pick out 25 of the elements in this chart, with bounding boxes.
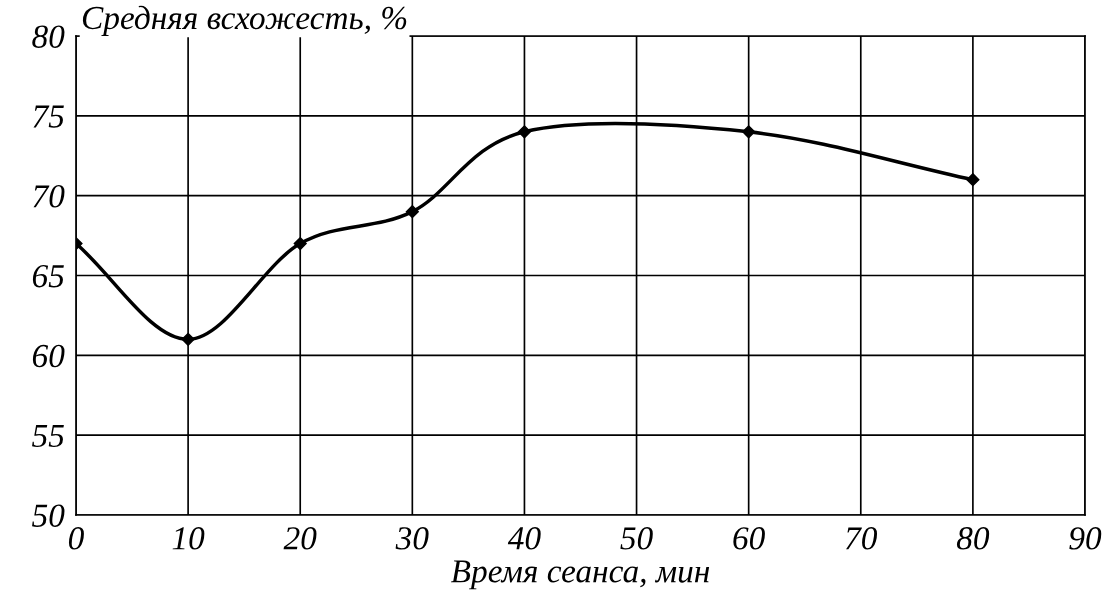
y-tick-label: 65: [32, 264, 64, 288]
point: [517, 125, 532, 139]
y-tick-label: 60: [32, 344, 65, 368]
x-tick-label: 40: [507, 527, 541, 550]
y-tick-label: 55: [32, 424, 64, 448]
point: [966, 173, 980, 187]
x-tick-label: 30: [395, 527, 429, 550]
x-tick-label: 80: [956, 527, 990, 550]
x-tick-label: 90: [1069, 527, 1102, 550]
y-axis-title: Средняя всхожесть, %: [82, 5, 407, 36]
point: [405, 205, 419, 219]
point: [742, 125, 756, 139]
x-tick-label: 70: [846, 527, 878, 550]
x-tick-label: 60: [733, 527, 765, 550]
x-tick-label: 50: [620, 527, 653, 550]
point: [181, 332, 195, 346]
x-axis-title: Время сеанса, мин: [450, 560, 710, 590]
point: [293, 236, 307, 251]
y-tick-label: 75: [33, 105, 64, 128]
y-tick-label: 50: [32, 504, 65, 527]
x-tick-label: 20: [283, 527, 317, 550]
y-tick-label: 70: [33, 185, 65, 208]
x-tick-label: 0: [68, 527, 84, 550]
y-tick-label: 80: [32, 25, 65, 48]
x-tick-label: 10: [172, 527, 205, 550]
